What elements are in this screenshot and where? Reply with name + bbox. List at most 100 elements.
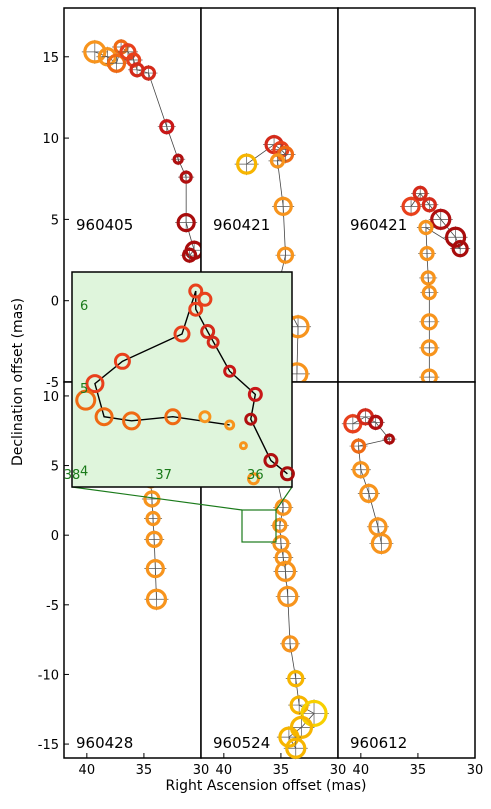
panel-label: 960421 xyxy=(350,216,407,234)
panel-label: 960405 xyxy=(76,216,133,234)
x-axis-label: Right Ascension offset (mas) xyxy=(166,778,367,794)
data-point xyxy=(418,219,434,236)
data-point xyxy=(401,196,421,216)
data-point xyxy=(451,240,469,258)
data-point xyxy=(412,185,428,201)
data-point xyxy=(106,53,127,73)
data-point xyxy=(420,270,436,286)
data-point xyxy=(352,461,370,479)
data-point xyxy=(274,548,292,567)
data-point xyxy=(281,635,299,653)
data-point xyxy=(145,510,161,527)
data-point xyxy=(420,313,438,331)
inset-point xyxy=(223,364,237,378)
x-tick-label: 40 xyxy=(216,763,233,778)
x-tick-label: 40 xyxy=(353,763,370,778)
data-point xyxy=(368,414,384,430)
data-point xyxy=(145,559,165,579)
y-tick-label: -5 xyxy=(46,376,59,391)
inset-x-tick-label: 36 xyxy=(247,468,264,483)
panel-label: 960524 xyxy=(213,734,270,752)
data-point xyxy=(274,560,297,582)
panel-label: 960421 xyxy=(213,216,270,234)
inset-point xyxy=(94,407,114,427)
data-point xyxy=(273,196,293,216)
x-tick-label: 35 xyxy=(410,763,427,778)
inset-point xyxy=(200,324,216,340)
inset-point xyxy=(247,472,260,486)
inset-point xyxy=(197,291,213,307)
panel-label: 960612 xyxy=(350,734,407,752)
inset-point xyxy=(188,301,204,317)
data-point xyxy=(359,483,379,504)
panel-frame xyxy=(337,381,476,759)
data-point xyxy=(419,245,435,262)
inset-y-tick-label: 4 xyxy=(80,464,88,479)
inset-point xyxy=(198,410,212,424)
data-point xyxy=(83,40,107,64)
data-point xyxy=(269,153,286,169)
y-tick-label: 0 xyxy=(51,529,59,544)
zoom-connector xyxy=(275,486,293,511)
y-tick-label: 15 xyxy=(42,51,59,66)
data-point xyxy=(145,588,168,610)
x-tick-label: 30 xyxy=(193,763,210,778)
inset-point xyxy=(263,453,279,469)
inset-point xyxy=(244,412,258,426)
inset-point xyxy=(85,374,105,394)
inset-point xyxy=(188,283,204,299)
inset-zoom: 38 37 36 6 5 4 xyxy=(64,271,295,543)
inset-point xyxy=(164,408,182,426)
zoom-region xyxy=(241,509,277,543)
data-point xyxy=(277,585,299,608)
inset-x-tick-label: 37 xyxy=(155,468,172,483)
data-point xyxy=(140,65,157,81)
x-tick-label: 35 xyxy=(136,763,153,778)
inset-point xyxy=(238,441,248,451)
inset-x-tick-label: 38 xyxy=(64,468,81,483)
data-point xyxy=(370,532,392,555)
data-point xyxy=(181,247,198,263)
data-point xyxy=(421,197,437,213)
y-tick-label: -15 xyxy=(38,738,59,753)
data-point xyxy=(236,153,258,175)
data-point xyxy=(430,208,452,230)
data-point xyxy=(272,517,288,534)
data-point xyxy=(145,530,163,548)
data-point xyxy=(179,170,193,184)
inset-point xyxy=(75,389,97,411)
y-tick-label: 10 xyxy=(42,132,59,147)
inset-point xyxy=(206,335,220,349)
data-point xyxy=(420,339,438,357)
inset-point xyxy=(113,352,131,370)
data-point xyxy=(421,284,437,301)
data-point xyxy=(300,699,328,728)
inset-frame xyxy=(71,271,293,488)
inset-track xyxy=(195,291,288,475)
inset-point xyxy=(173,325,191,343)
data-point xyxy=(276,246,295,264)
panel-3: 960421 xyxy=(337,7,476,387)
x-tick-label: 30 xyxy=(330,763,347,778)
y-tick-label: 5 xyxy=(51,460,59,475)
y-axis-label: Declination offset (mas) xyxy=(10,298,26,466)
inset-point xyxy=(122,411,142,431)
inset-y-tick-label: 5 xyxy=(80,382,88,397)
panel-frame xyxy=(337,7,476,383)
data-point xyxy=(287,670,305,688)
panel-6: 40 35 30 960612 xyxy=(337,381,483,778)
data-point xyxy=(383,433,395,445)
zoom-connector xyxy=(71,486,243,511)
data-point xyxy=(350,438,367,454)
x-tick-label: 40 xyxy=(79,763,96,778)
y-tick-label: 5 xyxy=(51,213,59,228)
inset-point xyxy=(224,419,236,431)
data-point xyxy=(444,226,467,248)
y-tick-label: -5 xyxy=(46,599,59,614)
x-tick-label: 35 xyxy=(273,763,290,778)
data-point xyxy=(159,119,175,135)
data-point xyxy=(278,726,300,748)
y-tick-label: 0 xyxy=(51,295,59,310)
inset-point xyxy=(247,386,263,402)
